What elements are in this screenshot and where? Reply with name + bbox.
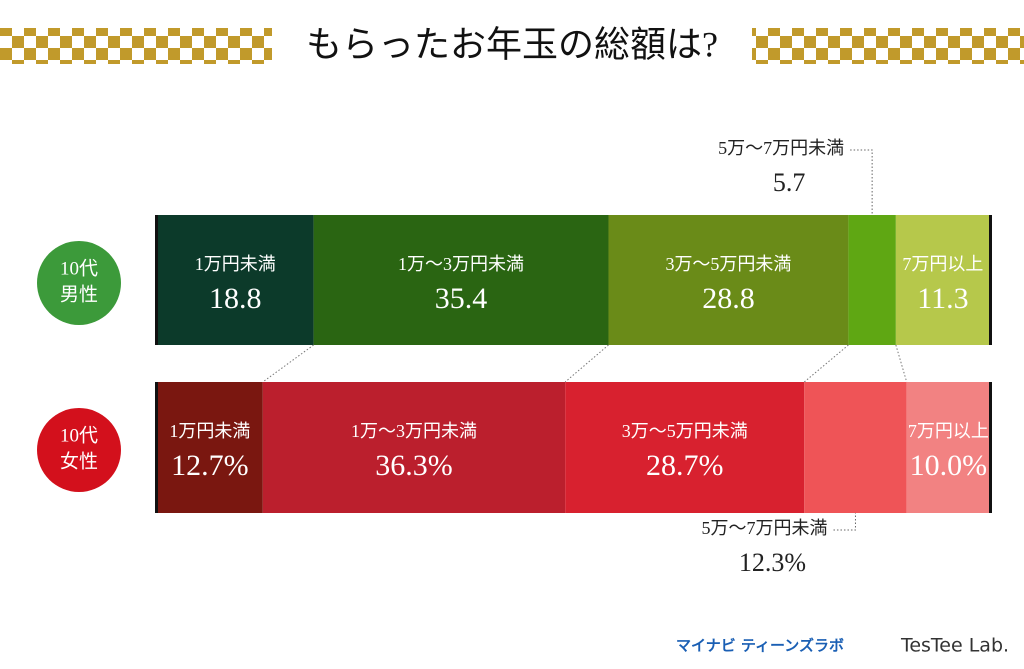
bar-segment <box>895 215 990 345</box>
segment-value: 28.7% <box>646 449 724 482</box>
connector <box>262 344 314 383</box>
logo-testee: TesTee Lab. <box>900 635 1009 657</box>
segment-value: 12.3% <box>739 548 806 577</box>
bar-segment <box>157 382 263 513</box>
leader-line <box>833 513 856 531</box>
segment-category: 3万〜5万円未満 <box>622 421 748 441</box>
leader-line <box>850 149 873 215</box>
bar-edge-right <box>989 382 992 513</box>
bar-edge-left <box>155 382 158 513</box>
series-name: 10代 <box>60 424 98 446</box>
bar-segment <box>848 215 896 345</box>
segment-category: 7万円以上 <box>902 254 983 274</box>
segment-value: 12.7% <box>171 449 249 482</box>
segment-value: 35.4 <box>435 282 488 315</box>
bar-segment <box>313 215 609 345</box>
segment-value: 10.0% <box>910 449 988 482</box>
segment-category: 1万〜3万円未満 <box>351 421 477 441</box>
segment-category: 1万〜3万円未満 <box>398 254 524 274</box>
bar-segment <box>906 382 990 513</box>
bar-edge-right <box>989 215 992 345</box>
segment-value: 11.3 <box>917 282 968 315</box>
connector <box>895 344 908 383</box>
segment-category: 1万円未満 <box>195 254 276 274</box>
checker-right <box>752 28 1024 64</box>
bar-segment <box>157 215 314 345</box>
logo-mynavi: マイナビ ティーンズラボ <box>676 637 844 655</box>
series-name: 男性 <box>60 283 98 305</box>
series-badge <box>37 241 121 325</box>
segment-category: 3万〜5万円未満 <box>665 254 791 274</box>
bar-segment <box>262 382 566 513</box>
series-badge <box>37 408 121 492</box>
segment-category: 7万円以上 <box>908 421 989 441</box>
segment-value: 18.8 <box>209 282 262 315</box>
connector <box>803 344 849 383</box>
bar-edge-left <box>155 215 158 345</box>
chart-title: もらったお年玉の総額は? <box>306 24 718 64</box>
segment-category: 5万〜7万円未満 <box>701 518 827 538</box>
segment-category: 1万円未満 <box>169 421 250 441</box>
series-name: 10代 <box>60 257 98 279</box>
bar-segment <box>608 215 849 345</box>
segment-category: 5万〜7万円未満 <box>718 138 844 158</box>
segment-value: 5.7 <box>773 168 806 197</box>
connector <box>564 344 609 383</box>
bar-segment <box>804 382 907 513</box>
segment-value: 36.3% <box>375 449 453 482</box>
segment-value: 28.8 <box>702 282 755 315</box>
series-name: 女性 <box>60 450 98 472</box>
checker-left <box>0 28 272 64</box>
bar-segment <box>565 382 805 513</box>
